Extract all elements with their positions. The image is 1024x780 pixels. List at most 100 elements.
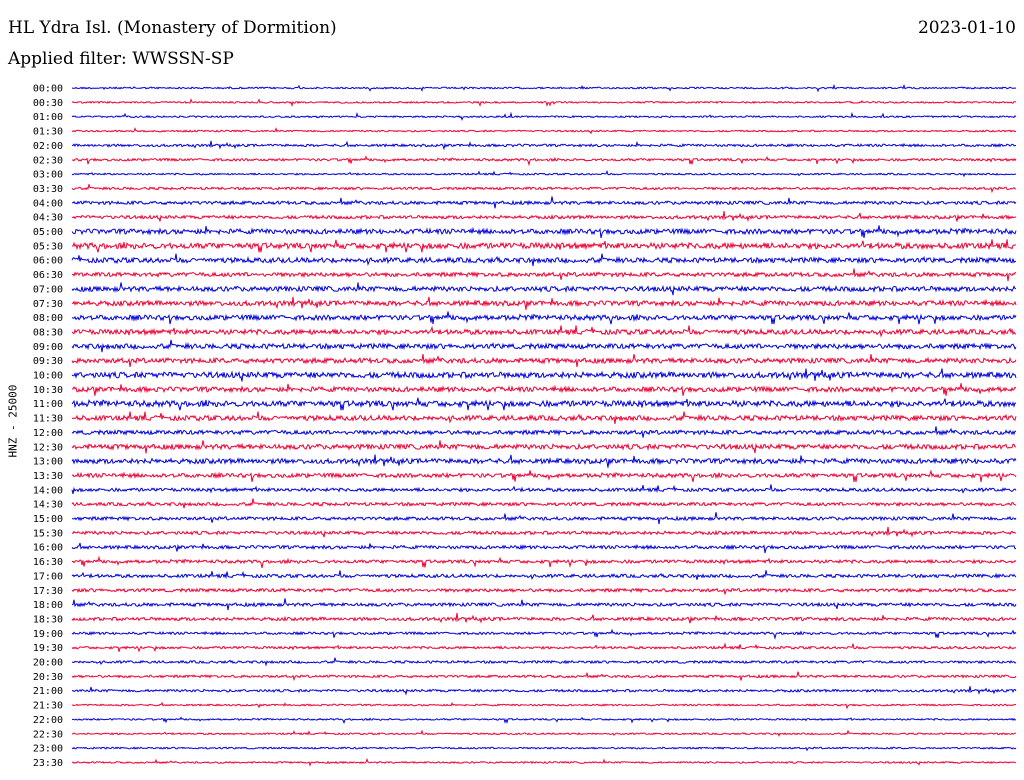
- time-tick-label: 01:30: [33, 127, 63, 138]
- time-tick-label: 09:30: [33, 356, 63, 367]
- time-tick-label: 00:00: [33, 84, 63, 95]
- trace-line: [71, 296, 1017, 310]
- time-tick-label: 04:00: [33, 198, 63, 209]
- time-tick-label: 12:30: [33, 442, 63, 453]
- time-tick-label: 13:30: [33, 471, 63, 482]
- trace-line: [71, 498, 1017, 509]
- trace-line: [71, 397, 1017, 411]
- time-tick-label: 04:30: [33, 213, 63, 224]
- time-tick-label: 02:00: [33, 141, 63, 152]
- trace-line: [71, 570, 1017, 580]
- time-tick-label: 21:00: [33, 686, 63, 697]
- time-tick-label: 19:30: [33, 643, 63, 654]
- trace-line: [71, 612, 1017, 624]
- time-tick-label: 11:30: [33, 414, 63, 425]
- trace-line: [71, 225, 1017, 239]
- trace-line: [71, 127, 1017, 135]
- time-tick-label: 23:00: [33, 744, 63, 755]
- time-tick-label: 17:00: [33, 571, 63, 582]
- trace-line: [71, 282, 1017, 296]
- time-tick-label: 20:00: [33, 658, 63, 669]
- trace-line: [71, 325, 1016, 338]
- time-tick-label: 08:00: [33, 313, 63, 324]
- time-tick-label: 22:30: [33, 729, 63, 740]
- time-tick-label: 01:00: [33, 112, 63, 123]
- time-tick-label: 13:00: [33, 457, 63, 468]
- trace-line: [71, 140, 1017, 151]
- trace-line: [71, 598, 1017, 611]
- trace-line: [71, 411, 1017, 424]
- time-tick-label: 08:30: [33, 327, 63, 338]
- trace-line: [71, 383, 1017, 396]
- time-tick-label: 10:30: [33, 385, 63, 396]
- time-tick-label: 07:30: [33, 299, 63, 310]
- station-title: HL Ydra Isl. (Monastery of Dormition): [8, 18, 337, 38]
- time-tick-label: 06:30: [33, 270, 63, 281]
- trace-line: [71, 311, 1017, 325]
- filter-label: Applied filter: WWSSN-SP: [8, 49, 234, 69]
- trace-line: [71, 184, 1017, 194]
- trace-line: [71, 454, 1017, 468]
- trace-line: [71, 484, 1017, 495]
- time-tick-label: 10:00: [33, 371, 63, 382]
- time-tick-label: 11:00: [33, 399, 63, 410]
- trace-line: [71, 196, 1017, 209]
- trace-line: [71, 169, 1017, 178]
- trace-line: [71, 671, 1017, 682]
- time-tick-label: 02:30: [33, 155, 63, 166]
- trace-line: [71, 426, 1017, 438]
- trace-line: [71, 368, 1017, 382]
- trace-line: [71, 628, 1017, 640]
- trace-line: [71, 746, 1017, 752]
- time-tick-label: 03:00: [33, 170, 63, 181]
- trace-line: [71, 339, 1017, 353]
- trace-line: [71, 469, 1017, 483]
- trace-line: [71, 757, 1017, 767]
- time-tick-label: 09:00: [33, 342, 63, 353]
- trace-line: [71, 729, 1017, 737]
- time-tick-label: 19:00: [33, 629, 63, 640]
- time-tick-label: 00:30: [33, 98, 63, 109]
- date-label: 2023-01-10: [917, 18, 1016, 38]
- trace-line: [71, 701, 1017, 710]
- time-tick-label: 16:00: [33, 543, 63, 554]
- trace-line: [71, 512, 1017, 525]
- time-tick-label: 14:30: [33, 500, 63, 511]
- trace-line: [71, 542, 1017, 554]
- trace-line: [71, 97, 1017, 108]
- trace-line: [71, 642, 1017, 653]
- trace-line: [71, 555, 1017, 569]
- trace-line: [71, 239, 1017, 253]
- trace-line: [71, 155, 1017, 167]
- trace-line: [71, 440, 1017, 454]
- time-tick-label: 03:30: [33, 184, 63, 195]
- trace-line: [71, 268, 1017, 282]
- time-tick-label: 05:30: [33, 241, 63, 252]
- trace-line: [71, 253, 1017, 267]
- time-tick-label: 22:00: [33, 715, 63, 726]
- time-tick-label: 15:00: [33, 514, 63, 525]
- time-tick-label: 15:30: [33, 528, 63, 539]
- trace-line: [71, 686, 1017, 696]
- time-tick-label: 18:30: [33, 614, 63, 625]
- time-tick-label: 20:30: [33, 672, 63, 683]
- trace-line: [71, 716, 1017, 724]
- time-tick-label: 07:00: [33, 284, 63, 295]
- time-tick-label: 16:30: [33, 557, 63, 568]
- time-tick-label: 05:00: [33, 227, 63, 238]
- time-tick-label: 17:30: [33, 586, 63, 597]
- time-tick-label: 12:00: [33, 428, 63, 439]
- trace-line: [71, 587, 1017, 595]
- trace-line: [71, 83, 1017, 93]
- time-tick-label: 21:30: [33, 701, 63, 712]
- time-tick-label: 14:00: [33, 485, 63, 496]
- trace-line: [71, 526, 1017, 538]
- trace-line: [71, 211, 1017, 222]
- time-tick-label: 06:00: [33, 256, 63, 267]
- trace-line: [71, 354, 1017, 368]
- time-tick-label: 18:00: [33, 600, 63, 611]
- time-tick-label: 23:30: [33, 758, 63, 769]
- trace-line: [71, 111, 1017, 122]
- trace-line: [71, 657, 1017, 667]
